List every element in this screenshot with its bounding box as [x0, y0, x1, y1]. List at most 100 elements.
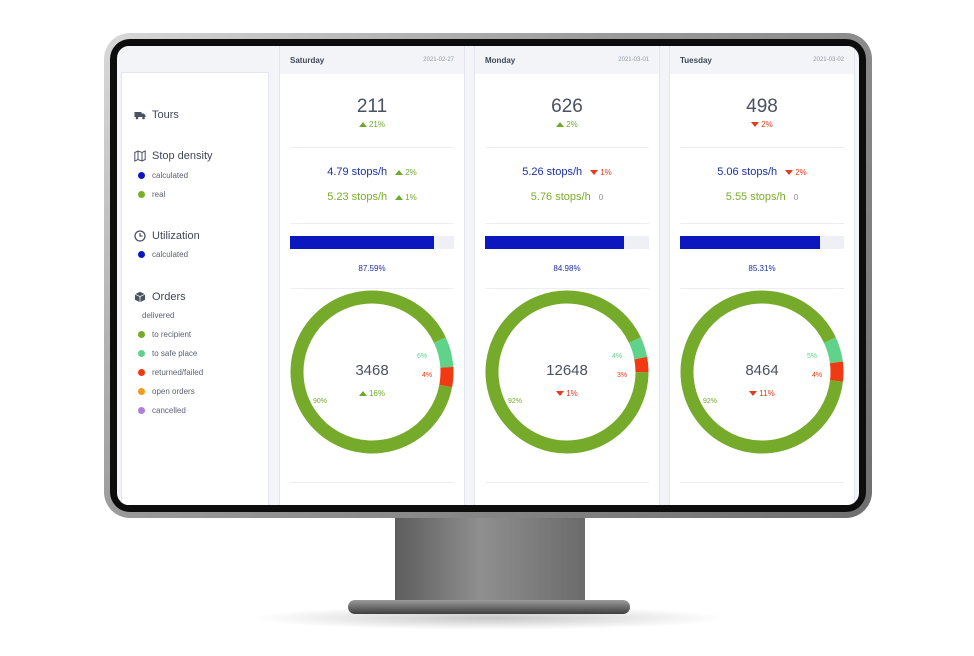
- legend-label: to safe place: [152, 349, 198, 358]
- stop-density-label: Stop density: [152, 150, 213, 162]
- orders-section-title: Orders: [134, 291, 186, 303]
- utilization-percent: 85.31%: [748, 264, 776, 273]
- utilization-bar: [680, 236, 844, 249]
- up-arrow-icon: [358, 122, 367, 128]
- calculated-rate-value: 5.26 stops/h: [522, 166, 583, 178]
- donut-label-returned-failed: 3%: [617, 372, 628, 379]
- real-change-value: 0: [598, 193, 604, 202]
- legend-label: calculated: [152, 250, 189, 259]
- tours-change-value: 2%: [566, 120, 578, 129]
- divider: [485, 223, 649, 224]
- donut-label-returned-failed: 4%: [422, 372, 433, 379]
- calculated-change-value: 2%: [405, 168, 417, 177]
- legend-label: to recipient: [152, 330, 192, 339]
- down-arrow-icon: [749, 391, 758, 397]
- utilization-bar: [290, 236, 454, 249]
- legend-to-recipient: to recipient: [138, 330, 191, 339]
- real-change-value: 0: [793, 193, 799, 202]
- divider: [485, 482, 649, 483]
- map-icon: [134, 150, 146, 162]
- orders-change-value: 11%: [759, 389, 775, 398]
- utilization-bar-fill: [485, 236, 625, 249]
- divider: [485, 288, 649, 289]
- calculated-dot: [138, 172, 145, 179]
- down-arrow-icon: [785, 170, 794, 176]
- open-orders-dot: [138, 388, 145, 395]
- donut-segment-to-safe-place: [823, 337, 843, 364]
- day-name: Saturday: [290, 55, 325, 65]
- down-arrow-icon: [590, 170, 599, 176]
- calculated-rate-value: 4.79 stops/h: [327, 166, 388, 178]
- legend-label: open orders: [152, 387, 195, 396]
- real-rate-change: 0: [794, 193, 798, 202]
- tours-change: 2%: [670, 120, 854, 129]
- utilization-bar: [485, 236, 649, 249]
- legend-real: real: [138, 190, 165, 199]
- divider: [680, 223, 844, 224]
- donut-segment-to-recipient: [485, 290, 649, 454]
- tours-count: 626: [551, 96, 583, 117]
- calculated-stop-rate: 5.06 stops/h 2%: [670, 166, 854, 178]
- up-arrow-icon: [395, 170, 404, 176]
- orders-donut-chart: [290, 290, 454, 454]
- orders-change: 16%: [280, 389, 464, 398]
- up-arrow-icon: [395, 195, 404, 201]
- truck-icon: [134, 112, 146, 120]
- orders-donut-chart: [680, 290, 844, 454]
- calculated-change-value: 2%: [795, 168, 807, 177]
- up-arrow-icon: [556, 122, 565, 128]
- cancelled-dot: [138, 407, 145, 414]
- utilization-bar-fill: [290, 236, 434, 249]
- legend-returned-failed: returned/failed: [138, 368, 203, 377]
- donut-segment-to-safe-place: [628, 337, 648, 360]
- donut-segment-to-safe-place: [433, 337, 454, 368]
- legend-label: returned/failed: [152, 368, 204, 377]
- dashboard-screen: Tours Stop density calculated real Utili…: [117, 46, 859, 505]
- tours-change: 21%: [280, 120, 464, 129]
- divider: [290, 223, 454, 224]
- day-name: Tuesday: [680, 55, 712, 65]
- divider: [290, 147, 454, 148]
- donut-segment-to-recipient: [290, 290, 453, 454]
- tours-change: 2%: [475, 120, 659, 129]
- orders-delivered-label: delivered: [142, 311, 175, 320]
- orders-total: 12648: [546, 362, 588, 379]
- utilization-bar-fill: [680, 236, 820, 249]
- day-column-tuesday: Tuesday 2021-03-02 498 2% 5.06 stops/h 2…: [669, 46, 855, 505]
- orders-change-value: 16%: [368, 389, 385, 398]
- real-stop-rate: 5.23 stops/h 1%: [280, 191, 464, 203]
- utilization-label: Utilization: [152, 230, 200, 242]
- donut-segment-returned-failed: [634, 356, 649, 373]
- donut-label-to-recipient: 92%: [703, 398, 718, 405]
- day-column-saturday: Saturday 2021-02-27 211 21% 4.79 stops/h…: [279, 46, 465, 505]
- divider: [290, 482, 454, 483]
- tours-count: 211: [356, 96, 388, 117]
- calculated-dot: [138, 251, 145, 258]
- donut-label-to-safe-place: 6%: [417, 353, 428, 360]
- donut-segment-returned-failed: [439, 366, 454, 388]
- real-stop-rate: 5.76 stops/h 0: [475, 191, 659, 203]
- tours-change-value: 2%: [761, 120, 773, 129]
- calculated-rate-value: 5.06 stops/h: [717, 166, 778, 178]
- monitor-stand-neck: [395, 517, 585, 607]
- day-date: 2021-03-02: [813, 57, 844, 63]
- real-rate-value: 5.23 stops/h: [327, 191, 388, 203]
- legend-label: cancelled: [152, 406, 186, 415]
- donut-label-returned-failed: 4%: [812, 372, 823, 379]
- utilization-percent: 87.59%: [358, 264, 386, 273]
- to-safe-place-dot: [138, 350, 145, 357]
- column-header: Monday 2021-03-01: [475, 46, 659, 74]
- orders-total: 3468: [355, 362, 389, 379]
- real-stop-rate: 5.55 stops/h 0: [670, 191, 854, 203]
- real-rate-value: 5.55 stops/h: [725, 191, 786, 203]
- clock-icon: [134, 230, 146, 242]
- legend-utilization-calculated: calculated: [138, 250, 188, 259]
- stop-density-section-title: Stop density: [134, 150, 213, 162]
- tours-section-title: Tours: [134, 109, 179, 121]
- orders-label: Orders: [152, 291, 186, 303]
- divider: [680, 288, 844, 289]
- donut-label-to-recipient: 90%: [313, 398, 328, 405]
- calculated-rate-change: 1%: [590, 168, 612, 177]
- legend-label: real: [152, 190, 166, 199]
- divider: [290, 288, 454, 289]
